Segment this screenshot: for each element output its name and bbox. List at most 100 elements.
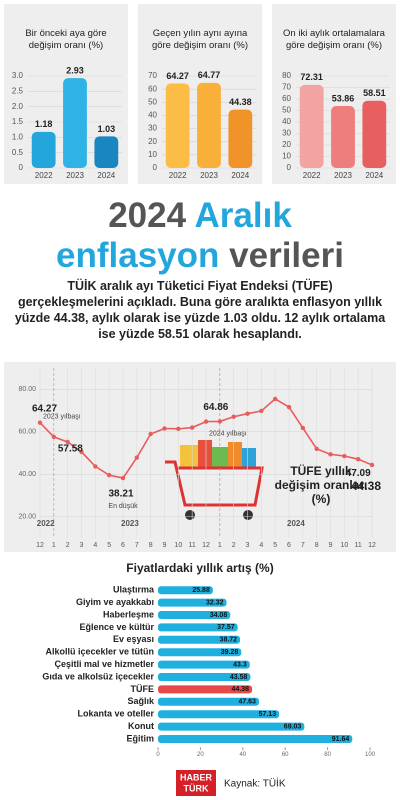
x-tick-label: 8 bbox=[149, 542, 153, 549]
headline-part: Aralık bbox=[194, 196, 292, 235]
point bbox=[37, 420, 43, 425]
x-tick-label: 6 bbox=[121, 542, 125, 549]
bar bbox=[158, 623, 238, 632]
annotation: En düşük bbox=[108, 503, 138, 510]
y-tick-label: 40 bbox=[282, 117, 291, 126]
y-tick-label: Eğitim bbox=[126, 733, 154, 743]
y-tick-label: Alkollü içecekler ve tütün bbox=[45, 647, 154, 657]
y-tick-label: 2.0 bbox=[12, 102, 24, 111]
x-tick-label: 2024 bbox=[231, 171, 249, 180]
x-tick-label: 12 bbox=[368, 542, 376, 549]
x-tick-label: 9 bbox=[163, 542, 167, 549]
bar bbox=[228, 109, 253, 168]
y-tick-label: TÜFE bbox=[131, 684, 155, 694]
x-tick-label: 60 bbox=[282, 752, 289, 758]
bar bbox=[158, 722, 305, 731]
bar bbox=[158, 648, 242, 657]
bar bbox=[331, 106, 355, 168]
y-tick-label: 60 bbox=[148, 84, 157, 93]
x-tick-label: 80 bbox=[324, 752, 331, 758]
y-tick-label: 60 bbox=[282, 94, 291, 103]
point bbox=[203, 419, 209, 424]
x-tick-label: 3 bbox=[80, 542, 84, 549]
y-tick-label: Ev eşyası bbox=[113, 634, 154, 644]
x-tick-label: 0 bbox=[156, 752, 160, 758]
point bbox=[355, 456, 361, 462]
data-label: 64.27 bbox=[166, 71, 189, 81]
data-label: 44.38 bbox=[351, 479, 381, 493]
point bbox=[176, 426, 181, 432]
x-tick-label: 2022 bbox=[35, 171, 53, 180]
bar bbox=[158, 660, 250, 669]
point bbox=[328, 452, 333, 457]
x-tick-label: 12 bbox=[36, 542, 44, 549]
point bbox=[259, 408, 264, 414]
x-tick-label: 2022 bbox=[169, 171, 187, 180]
y-tick-label: 10 bbox=[148, 150, 157, 159]
point bbox=[51, 434, 57, 440]
year-label: 2024 bbox=[287, 519, 305, 528]
x-tick-label: 6 bbox=[287, 542, 291, 549]
y-tick-label: 30 bbox=[148, 124, 157, 133]
point bbox=[148, 431, 153, 437]
data-label: 1.18 bbox=[35, 119, 53, 129]
y-tick-label: 70 bbox=[282, 83, 291, 92]
y-tick-label: Konut bbox=[128, 721, 154, 731]
y-tick-label: Haberleşme bbox=[103, 609, 154, 619]
annotation: 2023 yılbaşı bbox=[43, 414, 81, 421]
data-label: 57.58 bbox=[58, 444, 83, 455]
data-label: 58.51 bbox=[363, 88, 386, 98]
x-tick-label: 1 bbox=[218, 542, 222, 549]
data-label: 91.64 bbox=[332, 736, 350, 743]
data-label: 64.86 bbox=[203, 402, 228, 413]
x-tick-label: 7 bbox=[135, 542, 139, 549]
point bbox=[120, 475, 126, 481]
y-tick-label: 2.5 bbox=[12, 86, 24, 95]
year-label: 2022 bbox=[37, 519, 55, 528]
point bbox=[342, 453, 347, 459]
y-tick-label: Sağlık bbox=[127, 696, 155, 706]
data-label: 72.31 bbox=[300, 72, 323, 82]
bar bbox=[31, 131, 56, 168]
data-label: 69.03 bbox=[284, 723, 302, 730]
data-label: 64.27 bbox=[32, 403, 57, 414]
cart bbox=[165, 440, 264, 520]
x-tick-label: 1 bbox=[52, 542, 56, 549]
bar bbox=[158, 586, 213, 595]
x-tick-label: 5 bbox=[107, 542, 111, 549]
point bbox=[189, 425, 195, 430]
source: Kaynak: TÜİK bbox=[224, 777, 286, 790]
headline-part: verileri bbox=[229, 236, 344, 275]
x-tick-label: 9 bbox=[329, 542, 333, 549]
x-tick-label: 10 bbox=[340, 542, 348, 549]
x-tick-label: 2022 bbox=[303, 171, 321, 180]
bar bbox=[158, 635, 241, 644]
point bbox=[245, 411, 250, 416]
y-tick-label: 0 bbox=[287, 163, 292, 172]
x-tick-label: 40 bbox=[239, 752, 246, 758]
x-tick-label: 2 bbox=[232, 542, 236, 549]
point bbox=[231, 414, 236, 419]
y-tick-label: Eğlence ve kültür bbox=[79, 622, 154, 632]
data-label: 2.93 bbox=[66, 66, 84, 76]
point bbox=[134, 455, 140, 460]
y-tick-label: 0.5 bbox=[12, 148, 24, 157]
data-label: 64.77 bbox=[198, 70, 221, 80]
y-tick-label: 70 bbox=[148, 71, 157, 80]
logo-text: HABER bbox=[180, 772, 213, 782]
logo bbox=[176, 770, 216, 796]
y-tick-label: 30 bbox=[282, 129, 291, 138]
x-tick-label: 2023 bbox=[334, 171, 352, 180]
bar bbox=[158, 735, 353, 743]
bar bbox=[158, 685, 253, 694]
x-tick-label: 2024 bbox=[365, 171, 383, 180]
point bbox=[79, 449, 84, 455]
y-tick-label: Ulaştırma bbox=[113, 585, 155, 595]
point bbox=[217, 419, 223, 424]
x-tick-label: 2023 bbox=[66, 171, 84, 180]
data-label: 47.63 bbox=[238, 699, 256, 706]
y-tick-label: 60.00 bbox=[18, 429, 36, 436]
y-tick-label: 80 bbox=[282, 71, 291, 80]
chart-title: On iki aylık ortalamalara göre değişim o… bbox=[283, 28, 385, 51]
